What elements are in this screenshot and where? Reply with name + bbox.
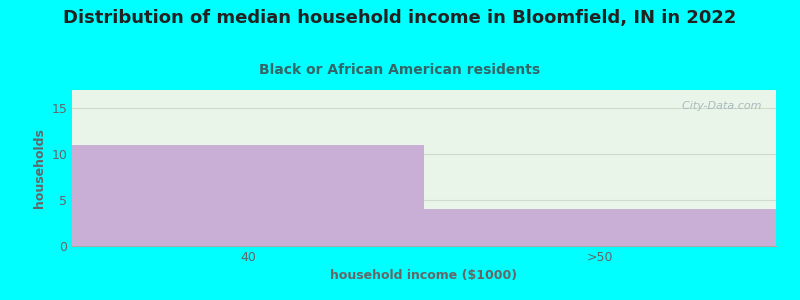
Text: Distribution of median household income in Bloomfield, IN in 2022: Distribution of median household income … [63, 9, 737, 27]
Text: City-Data.com: City-Data.com [675, 101, 762, 111]
Text: Black or African American residents: Black or African American residents [259, 63, 541, 77]
Bar [72, 145, 424, 246]
X-axis label: household income ($1000): household income ($1000) [330, 269, 518, 282]
Y-axis label: households: households [33, 128, 46, 208]
Bar [424, 209, 776, 246]
